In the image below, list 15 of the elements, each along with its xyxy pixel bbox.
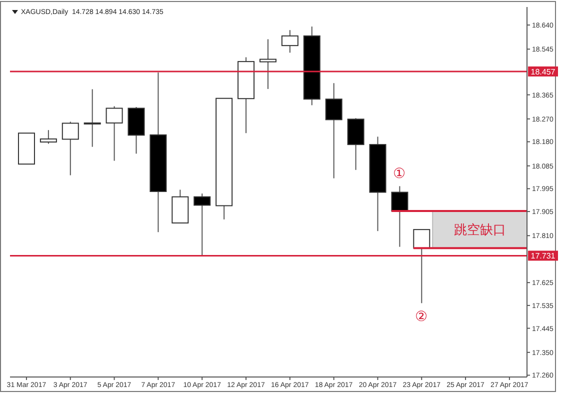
- candlestick: [84, 88, 101, 148]
- annotation: ②: [415, 308, 428, 324]
- candlestick: [391, 186, 408, 248]
- candlestick: [40, 130, 57, 144]
- band-label: 跳空缺口: [454, 223, 506, 238]
- candlestick: [62, 121, 79, 176]
- candlestick: [106, 106, 123, 162]
- ref-line-label: 18.457: [530, 67, 556, 76]
- annotation: ①: [393, 165, 406, 182]
- ref-line-label: 17.731: [530, 252, 556, 261]
- candlestick: [194, 193, 211, 256]
- candlestick: [259, 38, 276, 90]
- candlestick: [413, 229, 430, 304]
- candlestick: [325, 82, 342, 179]
- candlestick: [281, 30, 298, 54]
